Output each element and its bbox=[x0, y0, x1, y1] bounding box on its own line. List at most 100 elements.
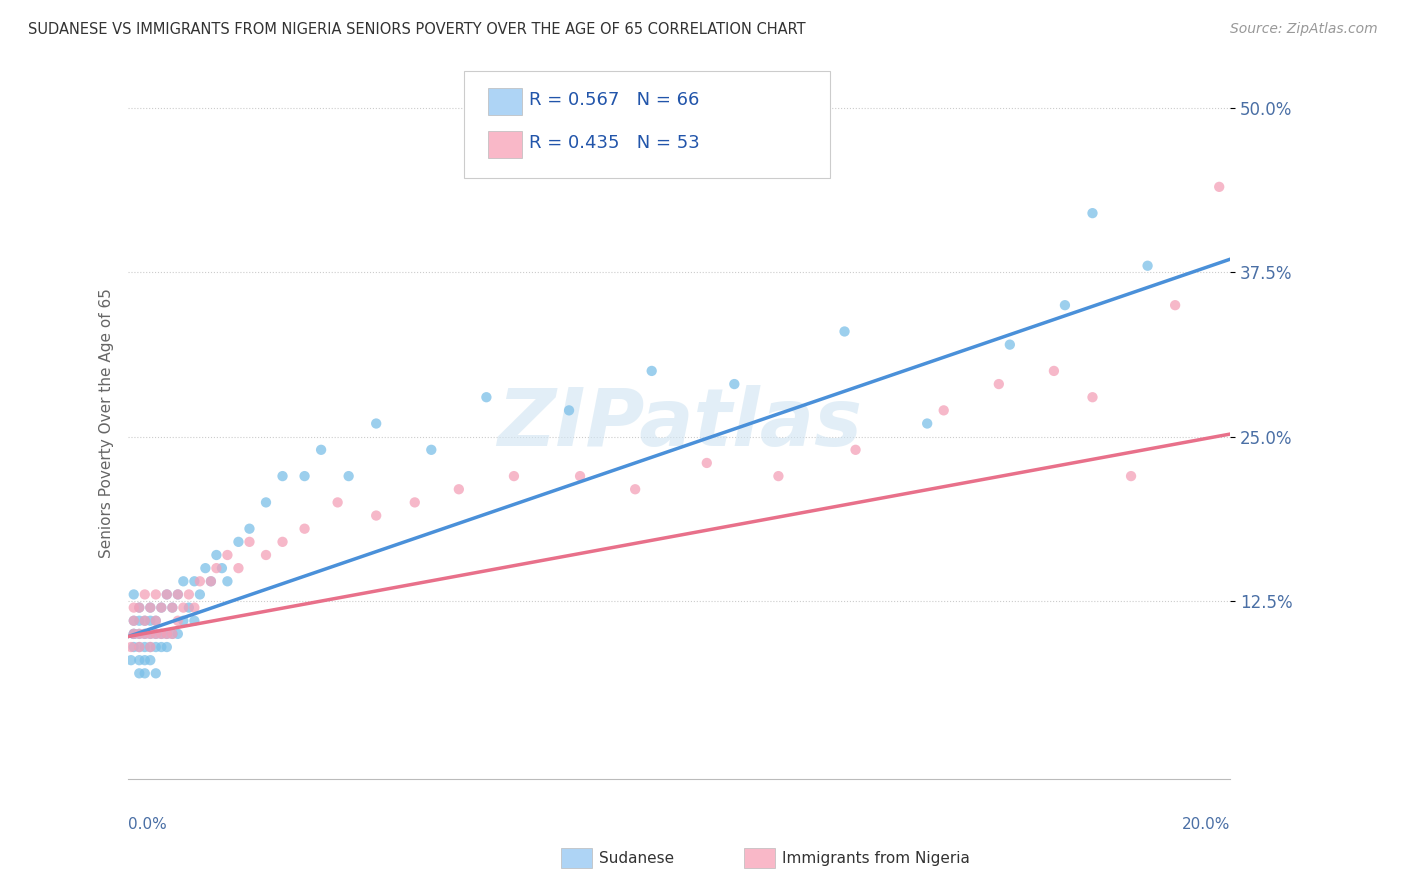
Text: Source: ZipAtlas.com: Source: ZipAtlas.com bbox=[1230, 22, 1378, 37]
Point bbox=[271, 534, 294, 549]
Point bbox=[166, 587, 188, 601]
Point bbox=[238, 534, 260, 549]
Point bbox=[150, 600, 173, 615]
Point bbox=[503, 469, 526, 483]
Point bbox=[915, 417, 938, 431]
Point bbox=[156, 627, 179, 641]
Point bbox=[309, 442, 332, 457]
Point bbox=[569, 469, 592, 483]
Point bbox=[145, 640, 167, 654]
Point bbox=[166, 587, 188, 601]
Point bbox=[122, 587, 145, 601]
Point bbox=[156, 587, 179, 601]
Point bbox=[200, 574, 222, 589]
Point bbox=[1119, 469, 1142, 483]
Point bbox=[122, 640, 145, 654]
Point bbox=[134, 653, 156, 667]
Point bbox=[122, 627, 145, 641]
Point bbox=[558, 403, 581, 417]
Point bbox=[128, 600, 150, 615]
Point bbox=[366, 417, 388, 431]
Point bbox=[177, 587, 200, 601]
Point bbox=[145, 627, 167, 641]
Point bbox=[254, 495, 277, 509]
Point bbox=[162, 627, 184, 641]
Point bbox=[294, 469, 316, 483]
Point bbox=[205, 548, 228, 562]
Point bbox=[134, 640, 156, 654]
Point bbox=[128, 653, 150, 667]
Point bbox=[128, 614, 150, 628]
Point bbox=[254, 548, 277, 562]
Point bbox=[128, 666, 150, 681]
Point bbox=[134, 666, 156, 681]
Point bbox=[139, 600, 162, 615]
Point bbox=[134, 627, 156, 641]
Point bbox=[177, 600, 200, 615]
Point bbox=[326, 495, 349, 509]
Point bbox=[188, 574, 211, 589]
Text: Immigrants from Nigeria: Immigrants from Nigeria bbox=[782, 851, 970, 865]
Point bbox=[139, 600, 162, 615]
Point bbox=[228, 561, 250, 575]
Point bbox=[211, 561, 233, 575]
Point bbox=[120, 653, 142, 667]
Text: Sudanese: Sudanese bbox=[599, 851, 673, 865]
Point bbox=[150, 640, 173, 654]
Point bbox=[723, 377, 745, 392]
Point bbox=[120, 640, 142, 654]
Point bbox=[475, 390, 498, 404]
Text: R = 0.435   N = 53: R = 0.435 N = 53 bbox=[529, 134, 699, 152]
Point bbox=[162, 627, 184, 641]
Point bbox=[1053, 298, 1076, 312]
Point bbox=[156, 587, 179, 601]
Point bbox=[205, 561, 228, 575]
Point bbox=[194, 561, 217, 575]
Point bbox=[150, 600, 173, 615]
Point bbox=[404, 495, 426, 509]
Text: R = 0.567   N = 66: R = 0.567 N = 66 bbox=[529, 91, 699, 109]
Point bbox=[145, 614, 167, 628]
Point bbox=[624, 482, 647, 496]
Text: 0.0%: 0.0% bbox=[128, 817, 167, 832]
Point bbox=[183, 600, 205, 615]
Point bbox=[1081, 390, 1104, 404]
Point bbox=[447, 482, 470, 496]
Point bbox=[217, 574, 239, 589]
Point bbox=[139, 640, 162, 654]
Point bbox=[188, 587, 211, 601]
Point bbox=[156, 640, 179, 654]
Text: 20.0%: 20.0% bbox=[1182, 817, 1230, 832]
Point bbox=[162, 600, 184, 615]
Point bbox=[166, 627, 188, 641]
Point bbox=[337, 469, 360, 483]
Point bbox=[122, 627, 145, 641]
Point bbox=[998, 337, 1021, 351]
Point bbox=[183, 574, 205, 589]
Point bbox=[122, 614, 145, 628]
Point bbox=[366, 508, 388, 523]
Point bbox=[150, 627, 173, 641]
Point bbox=[845, 442, 868, 457]
Point bbox=[128, 600, 150, 615]
Point bbox=[128, 627, 150, 641]
Point bbox=[139, 614, 162, 628]
Point bbox=[134, 627, 156, 641]
Point bbox=[200, 574, 222, 589]
Point bbox=[134, 587, 156, 601]
Point bbox=[172, 574, 194, 589]
Point bbox=[128, 640, 150, 654]
Point bbox=[150, 627, 173, 641]
Point bbox=[696, 456, 718, 470]
Point bbox=[139, 640, 162, 654]
Text: ZIPatlas: ZIPatlas bbox=[496, 384, 862, 463]
Point bbox=[139, 627, 162, 641]
Point bbox=[128, 627, 150, 641]
Point bbox=[172, 614, 194, 628]
Point bbox=[145, 587, 167, 601]
Point bbox=[156, 627, 179, 641]
Point bbox=[271, 469, 294, 483]
Text: SUDANESE VS IMMIGRANTS FROM NIGERIA SENIORS POVERTY OVER THE AGE OF 65 CORRELATI: SUDANESE VS IMMIGRANTS FROM NIGERIA SENI… bbox=[28, 22, 806, 37]
Point bbox=[134, 614, 156, 628]
Point bbox=[128, 640, 150, 654]
